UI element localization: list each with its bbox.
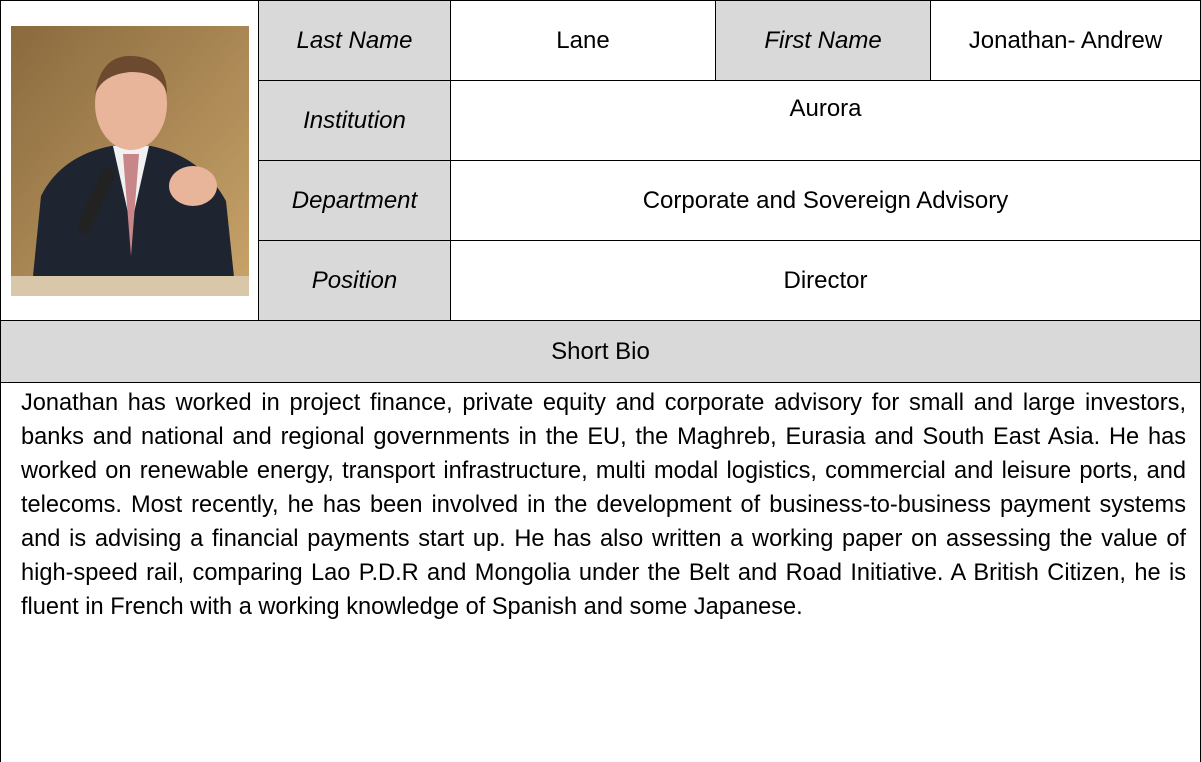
bio-text: Jonathan has worked in project finance, …	[0, 382, 1201, 762]
label: Department	[258, 160, 451, 241]
label: First Name	[715, 0, 931, 81]
photo-cell	[0, 0, 259, 321]
value: Lane	[450, 0, 716, 81]
profile-photo	[10, 25, 249, 296]
label: Institution	[258, 80, 451, 161]
label: Last Name	[258, 0, 451, 81]
value: Director	[450, 240, 1201, 321]
section-header: Short Bio	[0, 320, 1201, 383]
value: Jonathan- Andrew	[930, 0, 1201, 81]
value: Aurora	[450, 80, 1201, 161]
label: Position	[258, 240, 451, 321]
value: Corporate and Sovereign Advisory	[450, 160, 1201, 241]
